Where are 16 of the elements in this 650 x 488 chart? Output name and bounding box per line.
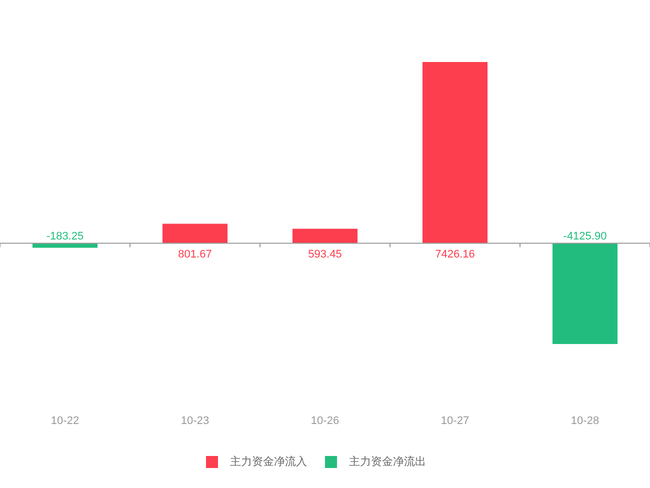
data-label: -183.25 <box>46 230 84 242</box>
x-tick-label: 10-26 <box>310 414 340 427</box>
bar <box>552 243 618 344</box>
legend-label: 主力资金净流出 <box>349 456 426 468</box>
bar <box>292 228 358 244</box>
data-label: 593.45 <box>308 248 342 260</box>
data-label: 7426.16 <box>435 248 475 260</box>
data-label: 801.67 <box>178 248 212 260</box>
x-tick-label: 10-22 <box>50 414 80 427</box>
x-tick-label: 10-28 <box>570 414 600 427</box>
x-tick-label: 10-27 <box>440 414 470 427</box>
data-label: -4125.90 <box>563 230 607 242</box>
bar <box>162 224 228 244</box>
legend-label: 主力资金净流入 <box>230 456 307 468</box>
bar <box>422 62 488 244</box>
x-tick-label: 10-23 <box>180 414 210 427</box>
